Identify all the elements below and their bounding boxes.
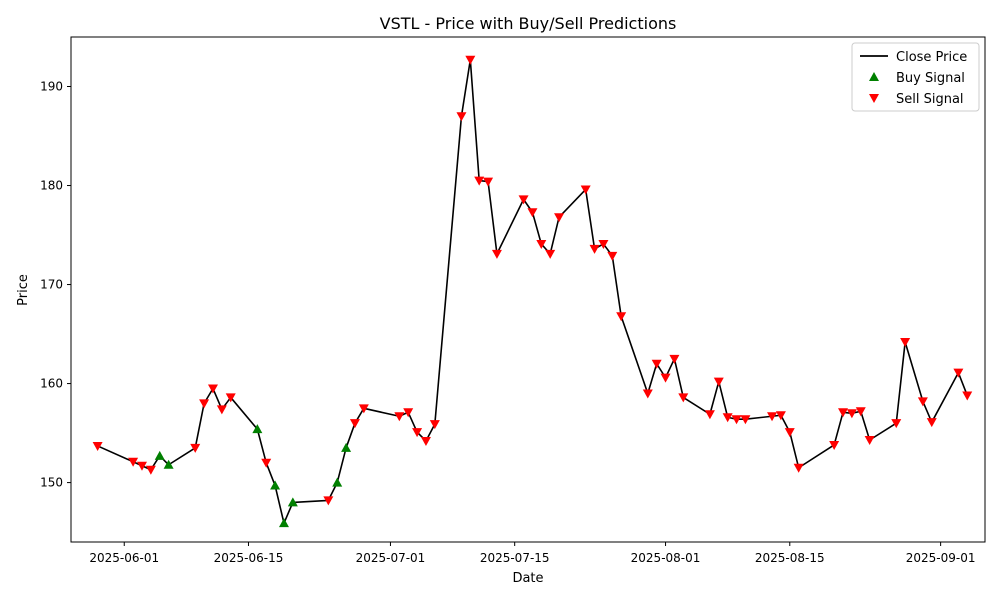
sell-signal-marker <box>199 399 210 409</box>
x-axis-label: Date <box>512 571 543 586</box>
sell-signal-marker <box>412 428 423 438</box>
x-tick-label: 2025-07-01 <box>356 551 426 565</box>
sell-signal-marker <box>740 415 751 425</box>
sell-signal-marker <box>784 428 795 438</box>
chart-title: VSTL - Price with Buy/Sell Predictions <box>380 14 677 33</box>
sell-signal-marker <box>536 239 547 249</box>
sell-signal-marker <box>660 373 671 383</box>
sell-signal-marker <box>793 463 804 473</box>
sell-signal-marker <box>580 185 591 195</box>
y-axis-label: Price <box>16 274 31 306</box>
buy-signal-marker <box>278 518 289 528</box>
sell-signal-marker <box>713 377 724 387</box>
sell-signal-marker <box>420 437 431 446</box>
y-tick-label: 150 <box>40 476 63 490</box>
buy-signal-marker <box>270 480 281 490</box>
sell-signal-marker <box>864 436 875 446</box>
y-tick-label: 190 <box>40 80 63 94</box>
sell-signal-marker <box>394 412 405 422</box>
sell-signal-marker <box>323 496 334 506</box>
sell-signal-marker <box>456 112 467 122</box>
close-price-line <box>97 58 968 524</box>
sell-signal-marker <box>190 443 201 453</box>
sell-signal-marker <box>917 397 928 407</box>
x-axis-ticks: 2025-06-01 2025-06-15 2025-07-01 2025-07-15… <box>89 542 976 565</box>
sell-signal-marker <box>616 312 627 322</box>
buy-signal-marker <box>163 459 174 469</box>
legend-buy-swatch <box>869 72 879 81</box>
sell-signal-marker <box>642 389 653 399</box>
sell-signal-marker <box>767 412 778 422</box>
sell-signal-marker <box>403 408 414 418</box>
sell-signal-marker <box>855 407 866 417</box>
sell-signal-marker <box>962 391 973 401</box>
sell-signal-marker <box>429 420 440 430</box>
sell-signal-marker <box>900 337 911 347</box>
sell-signal-marker <box>953 368 964 378</box>
sell-signal-marker <box>136 461 147 471</box>
y-axis-ticks: 150 160 170 180 190 <box>40 80 71 490</box>
sell-signal-marker <box>358 404 369 414</box>
sell-signal-marker <box>474 176 485 186</box>
legend-label-sell: Sell Signal <box>896 92 964 107</box>
sell-signal-marker <box>225 393 236 403</box>
sell-signal-marker <box>838 408 849 418</box>
sell-signal-marker <box>216 405 227 415</box>
plot-frame <box>70 36 986 543</box>
sell-signal-marker <box>926 418 937 428</box>
legend-label-close: Close Price <box>896 50 967 65</box>
sell-signal-marker <box>731 415 742 425</box>
legend-box <box>851 42 980 112</box>
sell-signal-marker <box>92 441 103 451</box>
buy-signal-marker <box>252 424 263 434</box>
sell-signal-marker <box>846 409 857 419</box>
y-tick-label: 160 <box>40 377 63 391</box>
sell-signal-marker <box>598 239 609 249</box>
sell-signal-marker <box>704 410 715 420</box>
sell-signal-marker <box>669 354 680 364</box>
buy-signal-marker <box>154 450 165 460</box>
sell-signal-marker <box>483 177 494 187</box>
legend-sell-swatch <box>869 94 879 103</box>
buy-signal-marker <box>287 497 298 507</box>
y-tick-label: 180 <box>40 179 63 193</box>
sell-signal-marker <box>678 393 689 403</box>
x-tick-label: 2025-08-15 <box>755 551 825 565</box>
sell-signal-marker <box>465 55 476 65</box>
y-tick-label: 170 <box>40 278 63 292</box>
sell-signal-marker <box>722 413 733 423</box>
sell-signal-marker <box>891 419 902 429</box>
x-tick-label: 2025-06-15 <box>214 551 284 565</box>
sell-signal-marker <box>261 458 272 468</box>
plot-area <box>92 55 973 528</box>
sell-signal-marker <box>128 457 139 467</box>
sell-signal-marker <box>491 249 502 259</box>
sell-signal-marker <box>554 213 565 223</box>
buy-signal-marker <box>341 442 352 452</box>
sell-signal-marker <box>545 249 556 259</box>
sell-signal-marker <box>207 384 218 394</box>
sell-signal-marker <box>651 359 662 369</box>
sell-signal-marker <box>775 411 786 421</box>
legend-label-buy: Buy Signal <box>896 71 965 86</box>
sell-signal-marker <box>589 244 600 254</box>
sell-signal-marker <box>145 465 156 475</box>
sell-signal-marker <box>527 208 538 218</box>
x-tick-label: 2025-09-01 <box>906 551 976 565</box>
sell-signal-marker <box>349 419 360 429</box>
sell-signal-marker <box>518 195 529 205</box>
buy-signal-marker <box>332 477 343 487</box>
sell-signal-marker <box>829 440 840 450</box>
x-tick-label: 2025-06-01 <box>89 551 159 565</box>
x-tick-label: 2025-07-15 <box>480 551 550 565</box>
legend: Close Price Buy Signal Sell Signal <box>851 42 980 112</box>
x-tick-label: 2025-08-01 <box>631 551 701 565</box>
sell-signal-marker <box>607 251 618 261</box>
